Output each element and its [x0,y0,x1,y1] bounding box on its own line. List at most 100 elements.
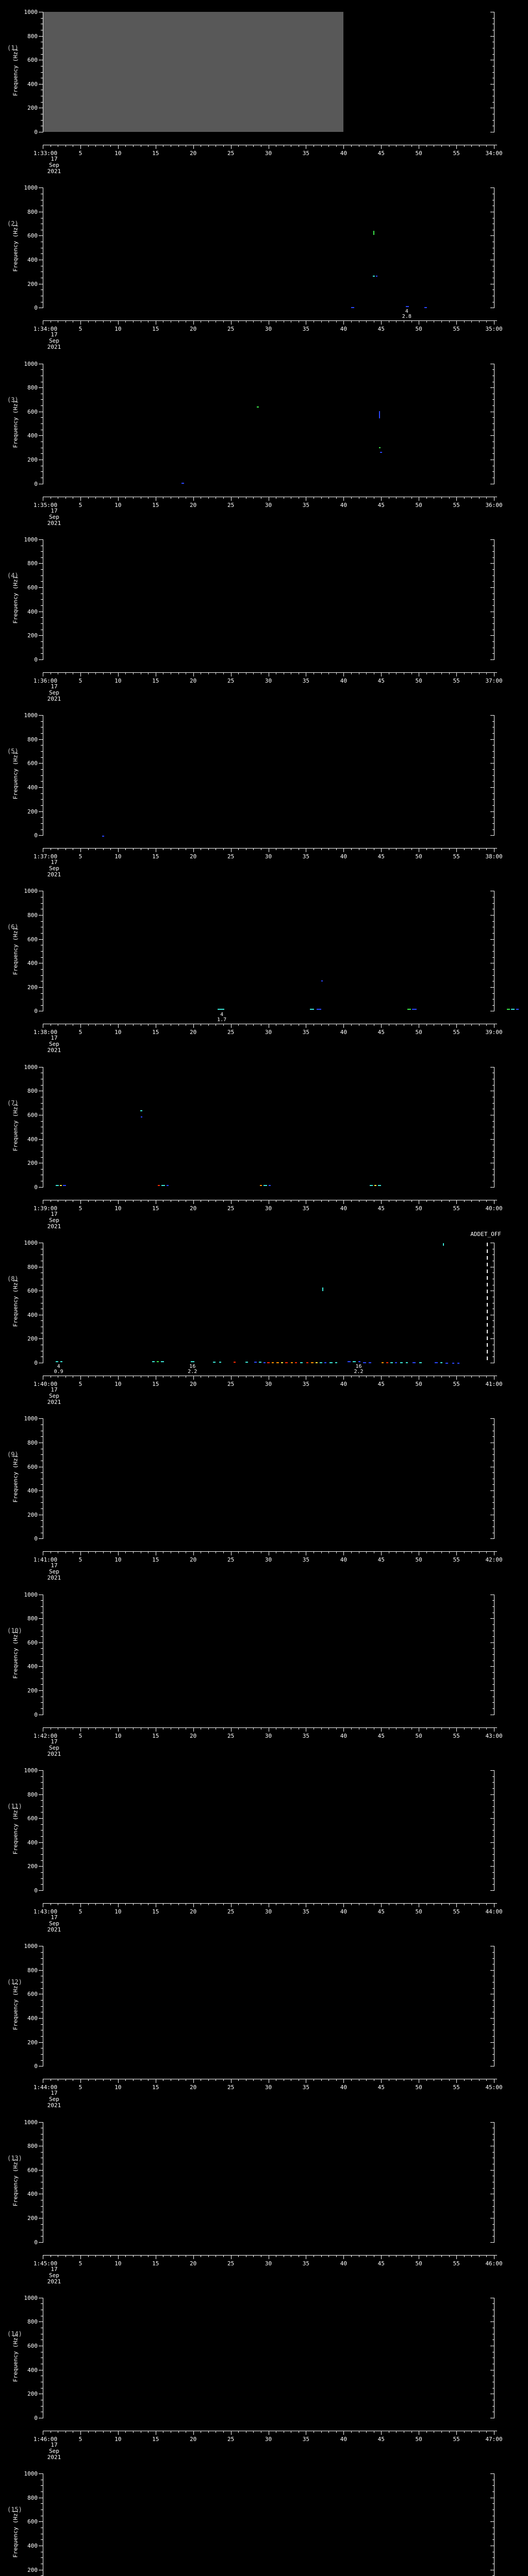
y-tick-label: 200 [27,1511,38,1518]
x-axis-minor-tick [208,145,209,147]
x-axis-minor-tick [449,1376,450,1378]
x-axis-major-tick [193,1903,194,1907]
detection-mark [351,307,354,308]
x-axis-minor-tick [103,321,104,323]
date-line: 17 [51,1386,58,1394]
x-axis-major-tick [456,321,457,325]
y-tick-label: 600 [27,408,38,415]
detection-mark [160,1361,164,1363]
x-axis-major-tick [230,1024,232,1028]
x-start-time-label: 1:45:00 [33,2260,58,2267]
y-axis-tick-right [492,921,494,922]
x-axis-minor-tick [208,497,209,499]
x-axis-minor-tick [125,145,126,147]
panel-index-label: (13) [7,2154,22,2162]
y-axis-tick [41,72,43,73]
x-axis-minor-tick [125,2431,126,2433]
x-axis-major-tick [343,1727,344,1732]
y-axis-tick [41,1436,43,1437]
x-axis-minor-tick [351,672,352,674]
y-axis-tick [41,2485,43,2486]
x-tick-label: 35 [302,1205,310,1212]
y-axis-tick [41,1103,43,1104]
y-axis-tick-right [492,1830,494,1831]
x-axis-minor-tick [95,849,96,851]
x-tick-label: 55 [453,677,460,684]
y-axis-tick [41,751,43,752]
x-axis-minor-tick [411,1552,412,1554]
y-axis-tick-right [490,2170,494,2171]
panel-index-label: (10) [7,1626,22,1634]
x-axis-minor-tick [65,849,66,851]
x-axis-minor-tick [441,1200,442,1202]
x-axis-minor-tick [321,1552,322,1554]
detection-mark [167,1185,169,1187]
y-axis-title: Frequency (Hz) [12,2334,19,2382]
x-axis-major-tick [230,321,232,325]
x-axis-major-tick [381,1727,382,1732]
y-axis-tick [41,2224,43,2225]
x-axis-minor-tick [223,2079,224,2081]
x-axis-major-tick [118,1552,119,1556]
detection-mark [358,1361,360,1363]
y-axis-tick [41,775,43,776]
detection-mark [368,1362,371,1363]
y-axis-tick [39,835,43,836]
x-tick-label: 5 [78,2260,82,2267]
x-axis-minor-tick [478,321,480,323]
y-axis-tick-right [490,2521,494,2522]
x-axis-minor-tick [471,2255,472,2257]
y-axis-tick [39,939,43,940]
detection-mark [424,307,427,308]
y-tick-label: 0 [34,1535,38,1543]
x-axis-major-tick [456,1376,457,1380]
x-axis-minor-tick [471,1200,472,1202]
x-tick-label: 50 [415,1732,422,1739]
y-axis-tick-right [490,939,494,940]
detection-mark [306,1362,309,1363]
spectrogram-panel-4: (4) Frequency (Hz) 1000 800 600 400 200 0 1:36:0… [0,528,528,703]
y-axis-tick-right [492,641,494,642]
x-axis-minor-tick [366,2255,367,2257]
y-axis-tick-right [490,1666,494,1667]
y-axis-tick-right [492,1606,494,1607]
y-axis-tick [41,1654,43,1655]
detection-mark [506,1009,510,1010]
y-axis-tick [41,369,43,370]
y-tick-label: 400 [27,2015,38,2022]
x-axis-minor-tick [65,1727,66,1730]
date-line: Sep [49,1568,59,1575]
x-axis-minor-tick [411,1024,412,1026]
x-axis-major-tick [118,1376,119,1380]
x-axis-minor-tick [208,321,209,323]
y-axis-tick [41,253,43,255]
x-axis-major-tick [343,1552,344,1556]
x-tick-label: 10 [114,677,122,684]
x-tick-label: 20 [190,1908,197,1915]
x-tick-label: 40 [340,853,347,860]
y-axis-tick-right [492,1436,494,1437]
y-axis-tick [41,641,43,642]
x-tick-label: 25 [227,150,235,157]
y-tick-label: 1000 [24,536,38,543]
y-axis-tick-right [492,799,494,800]
y-tick-label: 1000 [24,1943,38,1950]
x-tick-label: 40 [340,1908,347,1915]
y-tick-label: 400 [27,2191,38,2198]
x-axis-minor-tick [464,672,465,674]
panel-index-label: (2) [7,220,19,228]
x-axis-minor-tick [223,1727,224,1730]
y-axis-tick [41,2188,43,2189]
x-tick-label: 40 [340,150,347,157]
x-axis-minor-tick [65,2255,66,2257]
panel-index-label: (12) [7,1978,22,1986]
y-axis-tick-right [490,1338,494,1340]
y-tick-label: 400 [27,608,38,615]
y-axis-tick [39,1970,43,1971]
x-axis-minor-tick [65,321,66,323]
masked-data-region [43,12,344,132]
detection-mark [55,1185,59,1187]
x-axis-minor-tick [95,2431,96,2433]
y-tick-label: 800 [27,208,38,215]
detection-mark [405,1362,408,1363]
